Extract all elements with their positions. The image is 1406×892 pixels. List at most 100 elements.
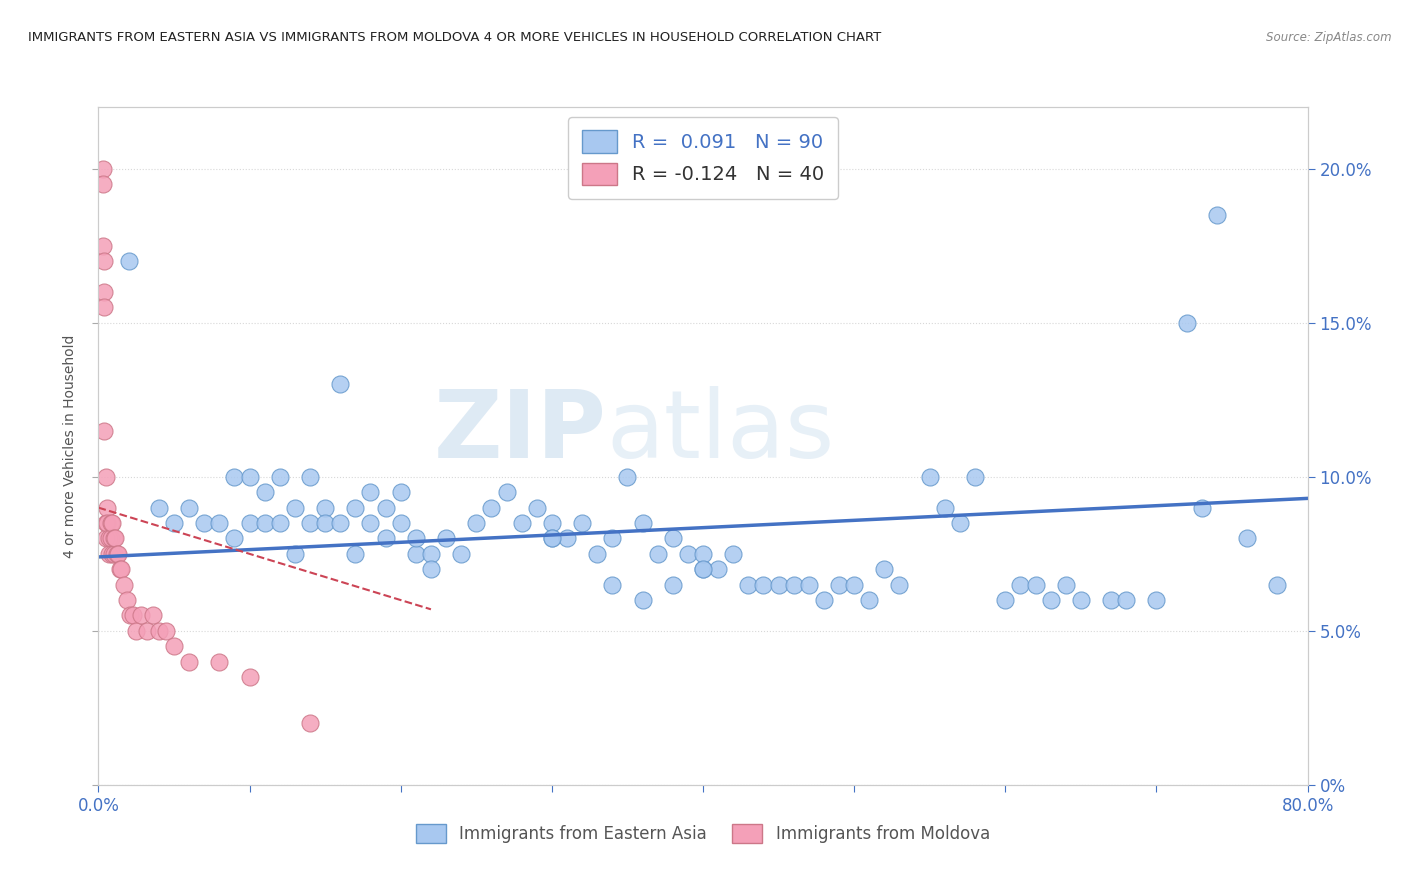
Point (723, 547, 745, 561)
Point (239, 670, 262, 684)
Point (374, 500, 396, 515)
Point (360, 516, 382, 530)
Point (828, 577, 851, 591)
Point (481, 500, 503, 515)
Point (1236, 532, 1258, 546)
Point (118, 254, 141, 268)
Point (360, 485, 382, 500)
Point (1099, 593, 1122, 607)
Point (100, 516, 122, 530)
Point (465, 516, 488, 530)
Point (193, 516, 215, 530)
Point (389, 516, 412, 530)
Point (813, 593, 835, 607)
Point (112, 577, 135, 591)
Point (994, 593, 1017, 607)
Point (540, 532, 562, 546)
Point (96, 500, 118, 515)
Point (148, 500, 170, 515)
Point (1191, 500, 1213, 515)
Point (110, 562, 132, 576)
Point (1267, 577, 1289, 591)
Point (179, 500, 201, 515)
Point (299, 716, 322, 731)
Point (602, 577, 624, 591)
Text: Source: ZipAtlas.com: Source: ZipAtlas.com (1267, 31, 1392, 45)
Point (540, 516, 562, 530)
Point (284, 500, 307, 515)
Point (844, 577, 866, 591)
Point (540, 532, 562, 546)
Point (125, 624, 148, 638)
Y-axis label: 4 or more Vehicles in Household: 4 or more Vehicles in Household (63, 334, 77, 558)
Point (104, 532, 127, 546)
Point (374, 532, 396, 546)
Point (873, 562, 896, 576)
Point (224, 470, 246, 484)
Point (1070, 593, 1092, 607)
Point (647, 547, 669, 561)
Point (269, 516, 291, 530)
Point (122, 608, 145, 623)
Point (129, 608, 152, 623)
Point (148, 624, 170, 638)
Point (94, 470, 117, 484)
Point (93, 254, 115, 268)
Point (752, 577, 775, 591)
Point (495, 485, 517, 500)
Point (91, 177, 114, 191)
Point (661, 577, 683, 591)
Point (602, 532, 624, 546)
Point (420, 547, 443, 561)
Point (208, 655, 231, 669)
Point (299, 516, 322, 530)
Point (692, 562, 714, 576)
Point (1039, 593, 1062, 607)
Point (389, 485, 412, 500)
Point (420, 562, 443, 576)
Point (692, 562, 714, 576)
Point (1175, 316, 1198, 330)
Point (1144, 593, 1167, 607)
Text: atlas: atlas (606, 386, 835, 478)
Point (239, 516, 262, 530)
Point (142, 608, 165, 623)
Text: IMMIGRANTS FROM EASTERN ASIA VS IMMIGRANTS FROM MOLDOVA 4 OR MORE VEHICLES IN HO: IMMIGRANTS FROM EASTERN ASIA VS IMMIGRAN… (28, 31, 882, 45)
Point (889, 577, 911, 591)
Point (253, 485, 276, 500)
Point (797, 577, 820, 591)
Point (93, 285, 115, 299)
Point (91, 238, 114, 252)
Point (107, 547, 129, 561)
Point (510, 516, 533, 530)
Point (163, 516, 186, 530)
Point (918, 470, 941, 484)
Point (631, 516, 654, 530)
Point (135, 624, 157, 638)
Point (344, 547, 367, 561)
Point (1010, 577, 1032, 591)
Point (105, 547, 128, 561)
Point (91, 161, 114, 176)
Point (405, 547, 427, 561)
Point (299, 470, 322, 484)
Point (93, 424, 115, 438)
Point (1206, 208, 1229, 222)
Point (101, 547, 124, 561)
Point (934, 500, 956, 515)
Point (737, 577, 759, 591)
Point (768, 577, 790, 591)
Point (1054, 577, 1077, 591)
Point (405, 532, 427, 546)
Point (94, 532, 117, 546)
Point (314, 516, 336, 530)
Point (434, 532, 457, 546)
Point (98, 547, 121, 561)
Point (224, 532, 246, 546)
Point (115, 593, 138, 607)
Point (103, 532, 125, 546)
Point (253, 516, 276, 530)
Point (208, 516, 231, 530)
Point (586, 547, 609, 561)
Point (661, 532, 683, 546)
